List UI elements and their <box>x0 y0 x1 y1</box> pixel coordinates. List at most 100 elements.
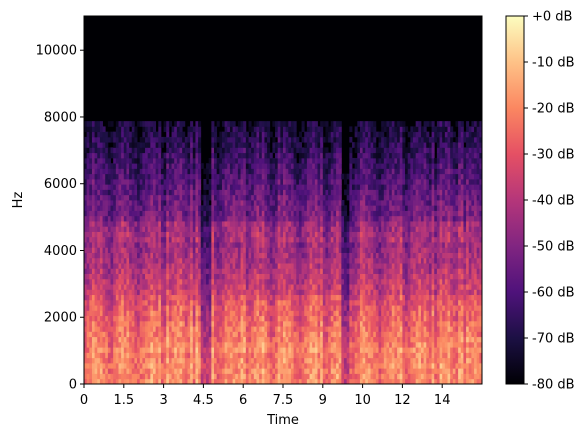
spectrogram-cell <box>227 142 231 148</box>
spectrogram-cell <box>304 278 308 285</box>
spectrogram-cell <box>261 368 265 374</box>
spectrogram-cell <box>290 178 295 185</box>
spectrogram-cell <box>150 200 154 206</box>
spectrogram-cell <box>208 157 212 164</box>
spectrogram-cell <box>251 315 255 322</box>
spectrogram-cell <box>192 215 196 222</box>
spectrogram-cell <box>354 378 358 385</box>
spectrogram-cell <box>123 136 127 143</box>
spectrogram-cell <box>317 242 321 248</box>
spectrogram-cell <box>84 163 88 169</box>
spectrogram-cell <box>182 289 186 296</box>
spectrogram-cell <box>357 357 361 364</box>
spectrogram-cell <box>113 362 117 369</box>
spectrogram-cell <box>91 131 96 138</box>
spectrogram-cell <box>264 347 268 353</box>
spectrogram-cell <box>155 299 159 306</box>
spectrogram-cell <box>97 252 101 259</box>
spectrogram-cell <box>208 247 212 253</box>
spectrogram-cell <box>176 210 180 217</box>
spectrogram-cell <box>160 231 164 238</box>
spectrogram-cell <box>325 168 329 175</box>
spectrogram-cell <box>131 168 135 175</box>
spectrogram-cell <box>346 284 350 290</box>
spectrogram-cell <box>267 147 271 154</box>
spectrogram-cell <box>203 231 207 238</box>
spectrogram-cell <box>349 278 353 285</box>
spectrogram-cell <box>328 347 332 353</box>
spectrogram-cell <box>293 331 297 338</box>
spectrogram-cell <box>351 221 356 227</box>
spectrogram-cell <box>118 131 122 138</box>
spectrogram-cell <box>206 210 210 217</box>
spectrogram-cell <box>336 252 340 259</box>
spectrogram-cell <box>346 215 350 222</box>
spectrogram-cell <box>211 310 215 317</box>
spectrogram-cell <box>84 121 88 127</box>
spectrogram-cell <box>272 278 276 285</box>
spectrogram-cell <box>113 205 117 211</box>
spectrogram-cell <box>203 305 207 311</box>
spectrogram-cell <box>293 226 297 232</box>
spectrogram-cell <box>338 200 342 206</box>
spectrogram-cell <box>227 273 231 280</box>
spectrogram-cell <box>235 252 239 259</box>
spectrogram-cell <box>203 373 207 380</box>
spectrogram-cell <box>171 347 175 353</box>
spectrogram-cell <box>131 341 135 348</box>
spectrogram-cell <box>336 299 340 306</box>
spectrogram-cell <box>322 205 326 211</box>
spectrogram-cell <box>160 173 164 180</box>
spectrogram-cell <box>259 142 263 148</box>
spectrogram-cell <box>227 221 231 227</box>
spectrogram-cell <box>351 378 356 385</box>
spectrogram-cell <box>89 320 93 327</box>
spectrogram-cell <box>227 210 231 217</box>
spectrogram-cell <box>158 147 162 154</box>
spectrogram-cell <box>306 210 310 217</box>
spectrogram-cell <box>214 157 218 164</box>
spectrogram-cell <box>338 142 342 148</box>
spectrogram-cell <box>176 131 180 138</box>
spectrogram-cell <box>235 242 239 248</box>
spectrogram-cell <box>280 263 284 269</box>
spectrogram-cell <box>171 157 175 164</box>
spectrogram-cell <box>145 368 149 374</box>
spectrogram-cell <box>240 378 244 385</box>
spectrogram-cell <box>147 331 151 338</box>
spectrogram-cell <box>84 189 88 196</box>
spectrogram-cell <box>134 142 138 148</box>
spectrogram-cell <box>275 263 279 269</box>
spectrogram-cell <box>351 231 356 238</box>
spectrogram-cell <box>86 257 90 264</box>
spectrogram-cell <box>298 247 302 253</box>
spectrogram-cell <box>182 142 186 148</box>
spectrogram-cell <box>134 257 138 264</box>
spectrogram-cell <box>134 299 138 306</box>
spectrogram-cell <box>155 184 159 190</box>
spectrogram-cell <box>121 278 125 285</box>
spectrogram-cell <box>91 247 96 253</box>
spectrogram-cell <box>336 226 340 232</box>
spectrogram-cell <box>211 157 215 164</box>
spectrogram-cell <box>264 221 268 227</box>
spectrogram-cell <box>248 326 252 332</box>
spectrogram-cell <box>182 336 186 343</box>
spectrogram-cell <box>187 157 191 164</box>
spectrogram-cell <box>102 142 106 148</box>
spectrogram-cell <box>84 347 88 353</box>
spectrogram-cell <box>349 173 353 180</box>
spectrogram-cell <box>232 242 236 248</box>
spectrogram-cell <box>99 320 103 327</box>
spectrogram-cell <box>240 226 244 232</box>
spectrogram-cell <box>341 326 345 332</box>
spectrogram-cell <box>206 268 210 274</box>
spectrogram-cell <box>267 378 271 385</box>
spectrogram-cell <box>304 221 308 227</box>
spectrogram-cell <box>328 310 332 317</box>
spectrogram-cell <box>264 157 268 164</box>
spectrogram-cell <box>314 221 318 227</box>
spectrogram-cell <box>107 315 111 322</box>
spectrogram-cell <box>227 168 231 175</box>
spectrogram-cell <box>94 373 98 380</box>
